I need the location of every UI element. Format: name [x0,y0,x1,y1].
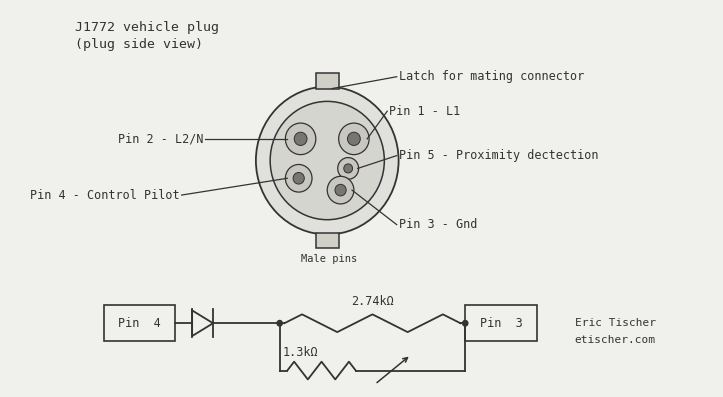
Text: (plug side view): (plug side view) [75,38,203,51]
Circle shape [335,184,346,196]
Text: Male pins: Male pins [301,254,357,264]
Circle shape [270,101,385,220]
Text: etischer.com: etischer.com [575,335,656,345]
Circle shape [462,320,469,327]
Text: J1772 vehicle plug: J1772 vehicle plug [75,21,219,33]
Text: Pin  4: Pin 4 [118,317,161,330]
Circle shape [294,132,307,145]
Circle shape [276,320,283,327]
Circle shape [338,158,359,179]
Bar [465,305,536,341]
Circle shape [343,164,353,173]
Circle shape [256,87,398,235]
Text: Pin 1 - L1: Pin 1 - L1 [389,105,461,118]
Circle shape [286,164,312,192]
Text: Pin 5 - Proximity dectection: Pin 5 - Proximity dectection [398,149,598,162]
Text: Eric Tischer: Eric Tischer [575,318,656,328]
Text: Pin 4 - Control Pilot: Pin 4 - Control Pilot [30,189,180,202]
Text: Pin  3: Pin 3 [479,317,522,330]
Circle shape [286,123,316,154]
Text: 2.74kΩ: 2.74kΩ [351,295,394,308]
Text: Pin 2 - L2/N: Pin 2 - L2/N [118,132,204,145]
Circle shape [293,172,304,184]
Circle shape [328,176,354,204]
Text: 1.3kΩ: 1.3kΩ [283,346,318,359]
Bar [316,73,338,89]
Circle shape [338,123,369,154]
Text: Pin 3 - Gnd: Pin 3 - Gnd [398,218,477,231]
Bar [316,233,338,248]
Text: Latch for mating connector: Latch for mating connector [398,70,584,83]
Bar [103,305,175,341]
Circle shape [348,132,360,145]
